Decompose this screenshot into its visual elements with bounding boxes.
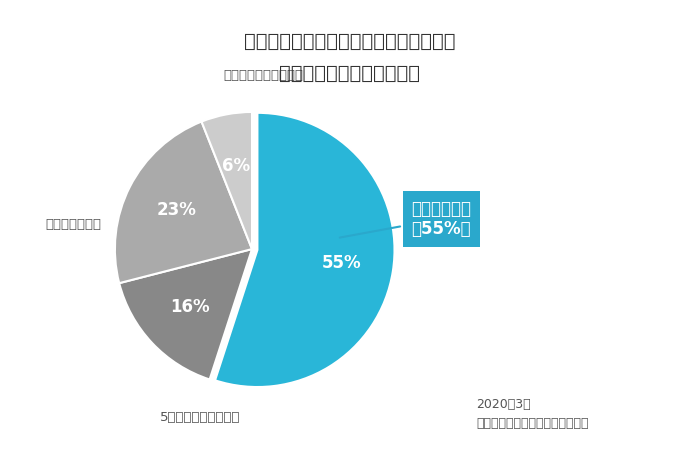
- Text: 5社以内に絞っている: 5社以内に絞っている: [160, 411, 240, 424]
- Text: 23%: 23%: [156, 202, 196, 219]
- Wedge shape: [115, 122, 252, 283]
- Wedge shape: [202, 112, 252, 249]
- Text: 具体的に決まっていますか: 具体的に決まっていますか: [279, 64, 421, 83]
- Text: 55%: 55%: [321, 254, 361, 272]
- Text: 現時点で選考を受ける医療機関・企業は: 現時点で選考を受ける医療機関・企業は: [244, 32, 456, 51]
- Wedge shape: [215, 113, 395, 387]
- Text: 決まっている
（55%）: 決まっている （55%）: [340, 200, 471, 238]
- Text: これから情報収集する: これから情報収集する: [223, 69, 303, 82]
- Text: 16%: 16%: [170, 298, 210, 316]
- Wedge shape: [119, 249, 252, 379]
- Text: 6%: 6%: [222, 157, 250, 175]
- Text: まだ迷っている: まだ迷っている: [46, 218, 102, 231]
- Text: 2020年3月
（株）ＣＢホールディングス調べ: 2020年3月 （株）ＣＢホールディングス調べ: [476, 398, 589, 430]
